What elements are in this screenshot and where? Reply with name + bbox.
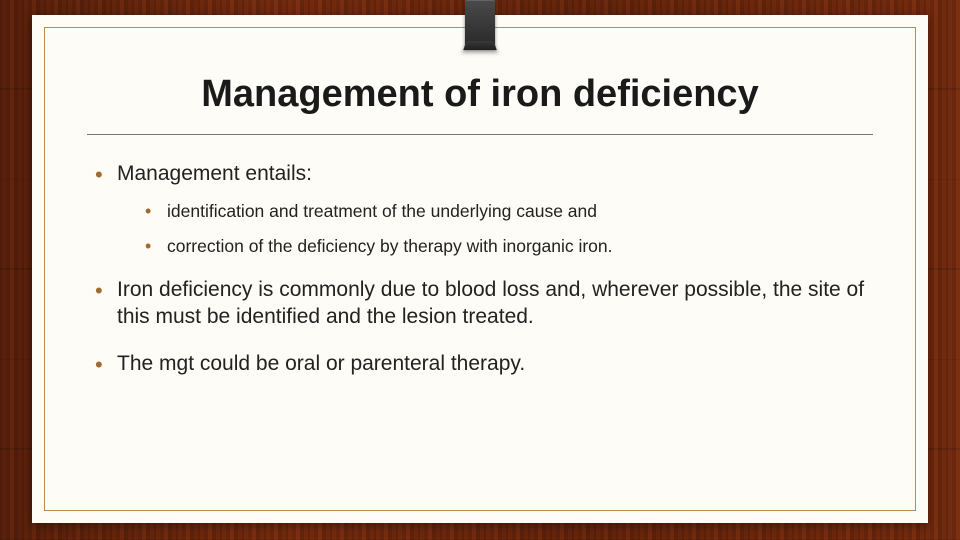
bullet-text: Management entails: [117,162,312,185]
sub-bullet-list: identification and treatment of the unde… [117,200,883,258]
title-divider [87,134,873,135]
slide-page: Management of iron deficiency Management… [32,15,928,523]
bullet-item: The mgt could be oral or parenteral ther… [95,351,883,378]
slide-content: Management of iron deficiency Management… [77,73,883,398]
sub-bullet-text: correction of the deficiency by therapy … [167,236,613,256]
slide-title: Management of iron deficiency [77,73,883,116]
bullet-text: The mgt could be oral or parenteral ther… [117,352,525,375]
sub-bullet-item: correction of the deficiency by therapy … [145,235,883,258]
sub-bullet-item: identification and treatment of the unde… [145,200,883,223]
bullet-list: Management entails: identification and t… [77,161,883,378]
bullet-text: Iron deficiency is commonly due to blood… [117,278,864,328]
bullet-item: Management entails: identification and t… [95,161,883,257]
binder-clip [465,0,495,44]
sub-bullet-text: identification and treatment of the unde… [167,201,597,221]
bullet-item: Iron deficiency is commonly due to blood… [95,277,883,331]
